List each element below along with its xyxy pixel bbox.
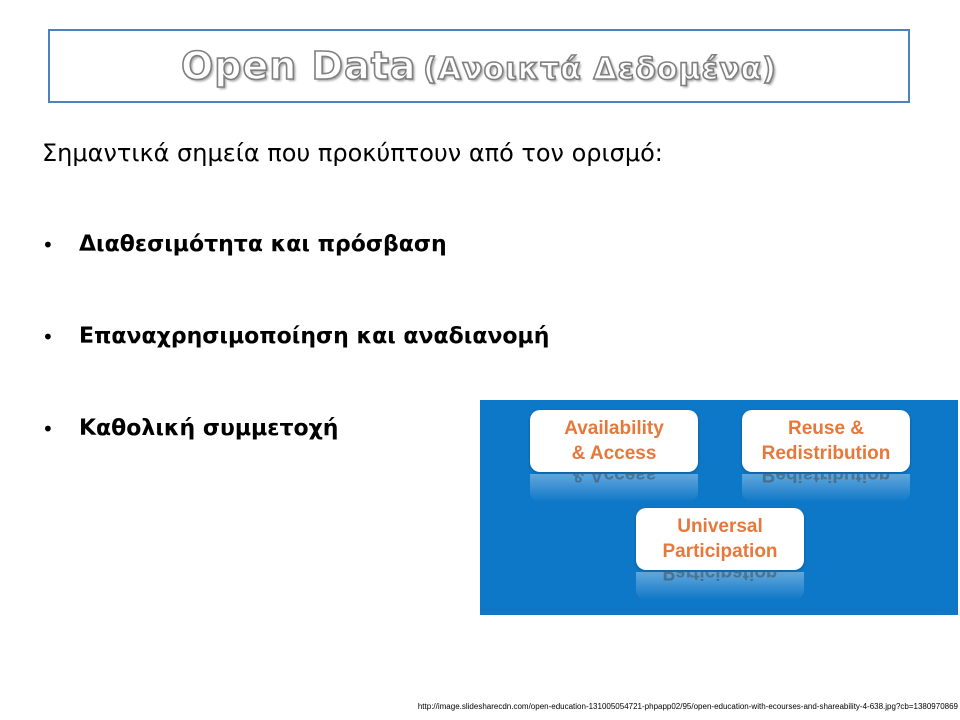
card-reflection: Participation — [636, 572, 804, 600]
card-label: Availability & Access — [564, 416, 664, 466]
reflection-text: Redistribution — [761, 474, 891, 485]
card-label: Reuse & Redistribution — [762, 416, 891, 466]
title-subtitle: (Ανοικτά Δεδομένα) — [422, 51, 777, 88]
slide-title: Open Data (Ανοικτά Δεδομένα) — [180, 43, 777, 89]
card-label: Universal Participation — [662, 514, 777, 564]
bullet-dot-icon: • — [42, 417, 54, 441]
title-main: Open Data — [180, 43, 417, 89]
card-reflection: Redistribution — [742, 474, 910, 502]
card-line: & Access — [571, 443, 657, 464]
bullet-dot-icon: • — [42, 233, 54, 257]
intro-text: Σημαντικά σημεία που προκύπτουν από τον … — [42, 139, 663, 167]
card-line: Redistribution — [761, 443, 891, 464]
card-reflection: & Access — [530, 474, 698, 502]
card-line: Universal — [677, 516, 763, 537]
bullet-dot-icon: • — [42, 325, 54, 349]
card-line: Reuse & — [787, 418, 865, 439]
image-source-url: http://image.slidesharecdn.com/open-educ… — [417, 702, 958, 711]
reflection-text: & Access — [571, 474, 657, 485]
bullet-label: Καθολική συμμετοχή — [79, 416, 339, 441]
reflection-text: Participation — [662, 572, 778, 583]
availability-access-card: Availability & Access — [530, 410, 698, 472]
slide-title-box: Open Data (Ανοικτά Δεδομένα) — [48, 29, 910, 103]
universal-participation-card: Universal Participation — [636, 508, 804, 570]
open-data-diagram: Availability & Access & Access Reuse & R… — [480, 400, 958, 615]
bullet-label: Διαθεσιμότητα και πρόσβαση — [79, 232, 447, 257]
reuse-redistribution-card: Reuse & Redistribution — [742, 410, 910, 472]
card-line: Participation — [662, 541, 778, 562]
card-line: Availability — [564, 418, 664, 439]
bullet-label: Επαναχρησιμοποίηση και αναδιανομή — [79, 324, 550, 349]
